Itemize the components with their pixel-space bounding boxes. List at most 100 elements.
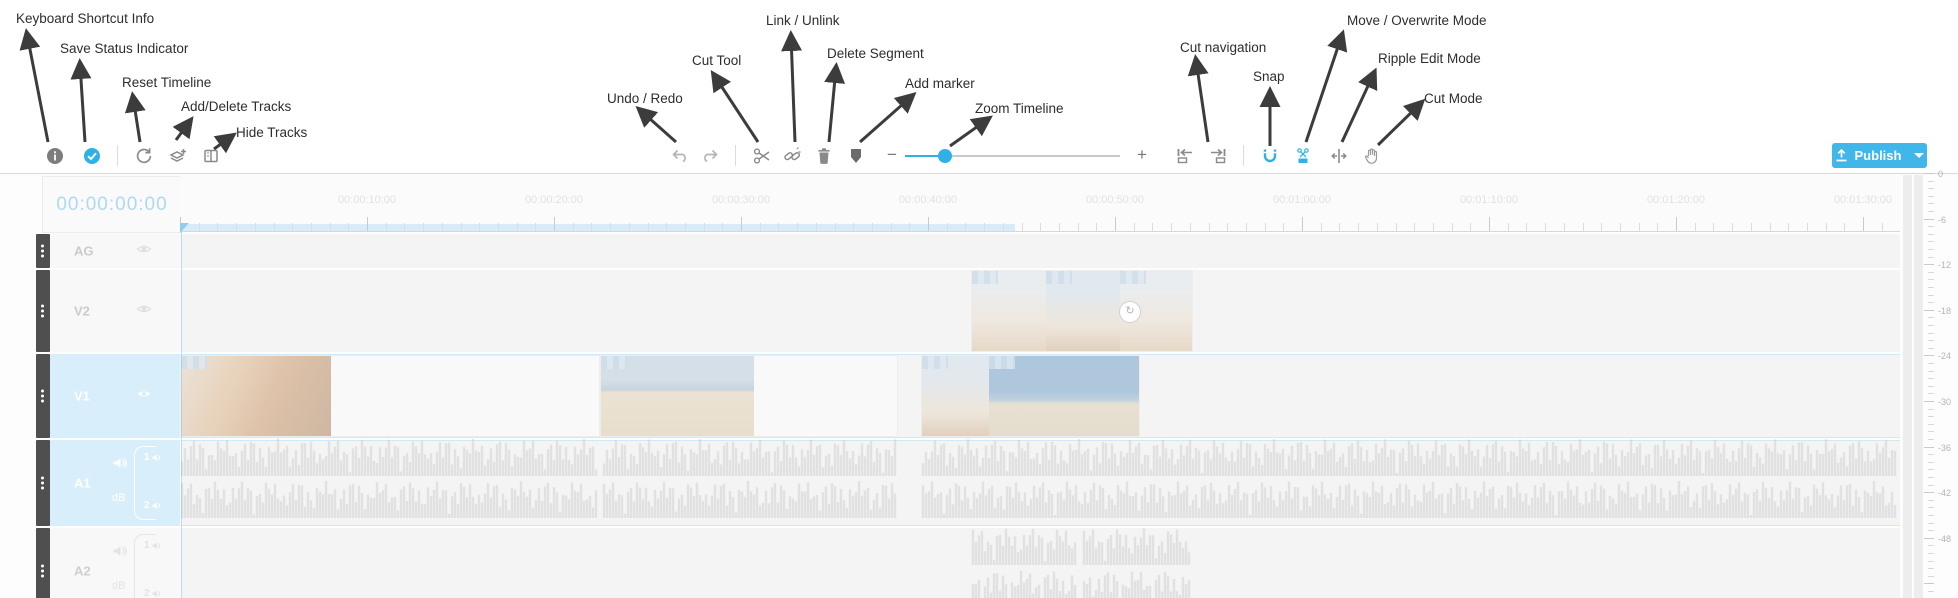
db-scale-tick [1928, 515, 1934, 516]
ruler-time-label: 00:01:20:00 [1646, 194, 1706, 206]
clip-sync-icon: ↻ [1119, 301, 1141, 323]
ruler-tick [1171, 223, 1173, 231]
track-visibility-eye-icon[interactable] [136, 242, 152, 260]
clip-thumbnail [1046, 271, 1120, 351]
db-scale-tick [1928, 499, 1934, 501]
ruler-tick [1077, 223, 1079, 231]
timeline-ruler[interactable]: 00:00:10:00 00:00:20:00 00:00:30:00 00:00:4… [180, 176, 1900, 232]
audio-waveform-segment[interactable] [1082, 525, 1193, 570]
hide-tracks-icon[interactable] [197, 142, 225, 170]
video-clip[interactable] [921, 355, 1140, 437]
cut-mode-icon[interactable] [1289, 142, 1317, 170]
playhead-marker[interactable] [180, 223, 189, 233]
track-visibility-eye-icon[interactable] [136, 387, 152, 405]
audio-waveform-segment[interactable] [180, 478, 600, 523]
db-scale-tick [1924, 446, 1934, 448]
ruler-tick [834, 223, 836, 231]
save-status-icon[interactable] [78, 142, 106, 170]
thumbnail-checker-mark [1046, 271, 1072, 284]
audio-waveform-segment[interactable] [971, 567, 1080, 598]
ruler-tick [236, 223, 238, 231]
track-mute-speaker-icon[interactable] [112, 544, 127, 563]
ruler-tick [217, 223, 219, 231]
channel-2[interactable]: 2 [144, 588, 161, 598]
track-visibility-eye-icon[interactable] [136, 302, 152, 320]
previous-cut-icon[interactable] [1171, 142, 1199, 170]
ruler-tick [1395, 223, 1397, 231]
ruler-tick [198, 223, 200, 231]
ruler-tick [348, 223, 350, 231]
channel-2[interactable]: 2 [144, 500, 161, 513]
ruler-tick [1021, 223, 1023, 231]
add-marker-icon[interactable] [842, 142, 870, 170]
add-delete-tracks-icon[interactable] [164, 142, 192, 170]
audio-waveform-segment[interactable] [602, 436, 898, 481]
audio-waveform-segment[interactable] [602, 478, 898, 523]
redo-icon[interactable] [696, 142, 724, 170]
db-scale-tick [1928, 461, 1934, 463]
snap-icon[interactable] [1256, 142, 1284, 170]
zoom-slider-track[interactable] [905, 155, 1120, 157]
track-header-v2[interactable]: V2 [50, 270, 180, 352]
zoom-slider-fill [905, 155, 945, 157]
track-mute-speaker-icon[interactable] [112, 456, 127, 475]
ruler-tick [1863, 217, 1864, 231]
video-clip[interactable] [971, 270, 1193, 352]
audio-waveform-segment[interactable] [180, 436, 600, 481]
undo-icon[interactable] [666, 142, 694, 170]
db-scale-label: -36 [1938, 442, 1952, 453]
db-scale-tick [1928, 378, 1934, 380]
track-header-v1[interactable]: V1 [50, 354, 180, 438]
channel-bracket [134, 534, 156, 598]
ruler-tick [292, 223, 294, 231]
db-scale-tick [1928, 560, 1934, 562]
ripple-edit-icon[interactable] [1325, 142, 1353, 170]
ruler-tick [1227, 223, 1229, 231]
zoom-slider-handle[interactable] [938, 149, 952, 163]
hand-icon[interactable] [1358, 142, 1386, 170]
ruler-time-label: 00:00:20:00 [524, 194, 584, 206]
track-db-label[interactable]: dB [112, 580, 126, 592]
ruler-tick [310, 223, 312, 231]
track-header-ag[interactable]: AG [50, 234, 180, 268]
db-scale-tick [1928, 553, 1934, 554]
reset-timeline-icon[interactable] [130, 142, 158, 170]
drag-handle-dots-icon [41, 475, 44, 492]
delete-segment-icon[interactable] [810, 142, 838, 170]
track-header-a2[interactable]: A2 dB 1 2 [50, 528, 180, 598]
keyboard-shortcut-info-icon[interactable] [41, 142, 69, 170]
ruler-tick [385, 223, 387, 231]
zoom-out-button[interactable]: − [887, 145, 897, 164]
zoom-in-button[interactable]: + [1137, 145, 1147, 164]
track-drag-handle[interactable] [36, 528, 50, 598]
ruler-time-label: 00:01:00:00 [1272, 194, 1332, 206]
audio-waveform-segment[interactable] [921, 436, 1900, 481]
publish-dropdown-caret[interactable] [1914, 153, 1925, 158]
channel-1[interactable]: 1 [144, 540, 161, 553]
db-scale-tick [1928, 522, 1934, 524]
ruler-tick [628, 223, 630, 231]
db-scale-label: -12 [1938, 260, 1952, 271]
cut-tool-icon[interactable] [748, 142, 776, 170]
video-clip[interactable] [600, 355, 898, 437]
ruler-tick [703, 223, 705, 231]
audio-waveform-segment[interactable] [971, 525, 1080, 570]
channel-1[interactable]: 1 [144, 452, 161, 465]
ruler-time-label: 00:01:10:00 [1459, 194, 1519, 206]
db-scale-tick [1928, 363, 1934, 364]
ruler-time-label: 00:00:10:00 [337, 194, 397, 206]
ruler-tick [1189, 223, 1191, 231]
audio-waveform-segment[interactable] [1082, 567, 1193, 598]
ruler-tick [1208, 223, 1210, 231]
db-scale-tick [1928, 203, 1934, 205]
link-unlink-icon[interactable] [778, 142, 806, 170]
track-db-label[interactable]: dB [112, 492, 126, 504]
audio-waveform-segment[interactable] [921, 478, 1900, 523]
db-scale-tick [1928, 195, 1934, 197]
ruler-tick [1676, 217, 1677, 231]
track-header-a1[interactable]: A1 dB 1 2 [50, 440, 180, 526]
publish-button[interactable]: Publish [1832, 143, 1927, 168]
video-clip[interactable] [180, 355, 600, 437]
db-scale-tick [1928, 439, 1934, 440]
next-cut-icon[interactable] [1204, 142, 1232, 170]
